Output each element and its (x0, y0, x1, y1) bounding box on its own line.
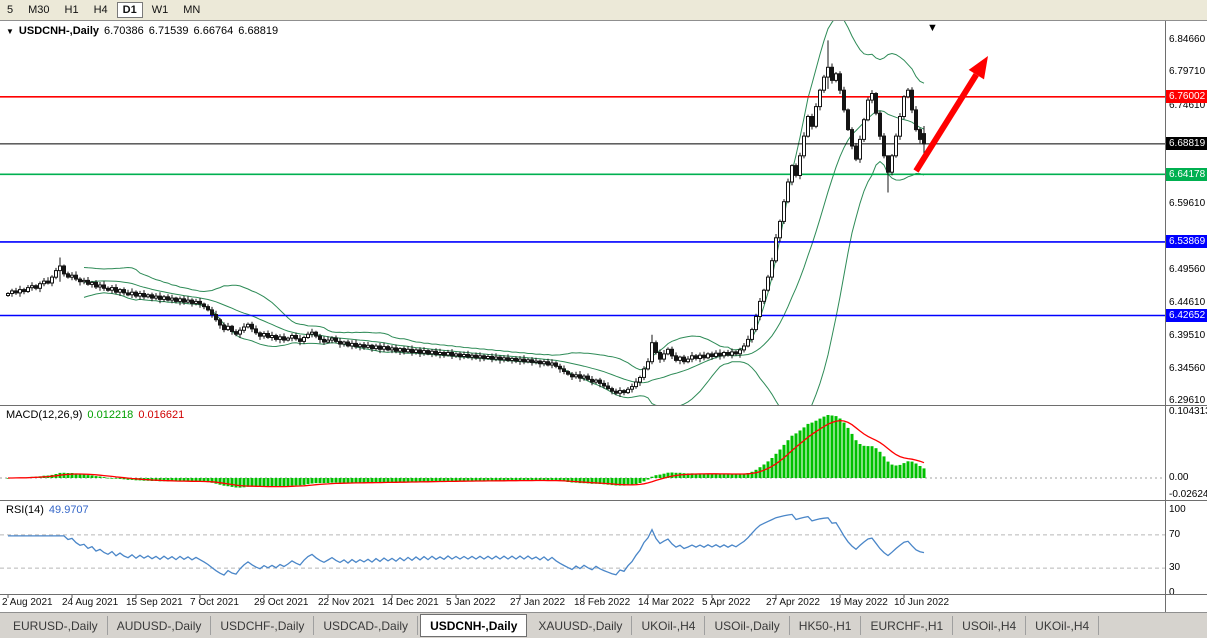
chart-tab-usdcnh-daily[interactable]: USDCNH-,Daily (420, 614, 528, 637)
panel-separator[interactable] (0, 405, 1207, 406)
timeframe-button-h1[interactable]: H1 (64, 4, 79, 16)
timeframe-button-h4[interactable]: H4 (93, 4, 108, 16)
panel-separator (0, 594, 1207, 595)
bollinger-middle-band (83, 110, 925, 384)
chart-tab-hk50-h1[interactable]: HK50-,H1 (790, 616, 862, 635)
chart-tab-audusd-daily[interactable]: AUDUSD-,Daily (108, 616, 212, 635)
macd-panel[interactable] (0, 415, 1165, 488)
panel-separator[interactable] (0, 500, 1207, 501)
price-axis-divider (1165, 21, 1166, 612)
timeframe-button-d1[interactable]: D1 (116, 2, 143, 18)
chart-tab-usoil-h4[interactable]: USOil-,H4 (953, 616, 1027, 635)
chart-tab-usdchf-daily[interactable]: USDCHF-,Daily (211, 616, 315, 635)
price-panel[interactable] (0, 16, 1165, 422)
chart-tab-xauusd-daily[interactable]: XAUUSD-,Daily (529, 616, 633, 635)
trend-arrow[interactable] (913, 56, 988, 173)
chart-tab-eurusd-daily[interactable]: EURUSD-,Daily (4, 616, 108, 635)
triangle-marker-icon[interactable]: ▼ (927, 22, 938, 34)
chart-tab-usdcad-daily[interactable]: USDCAD-,Daily (314, 616, 419, 635)
timeframe-button-mn[interactable]: MN (183, 4, 201, 16)
timeframe-button-m30[interactable]: M30 (28, 4, 50, 16)
chart-tabs-bar: EURUSD-,Daily AUDUSD-,Daily USDCHF-,Daily U… (0, 612, 1207, 638)
bollinger-upper-band (83, 21, 925, 371)
timeframe-button-w1[interactable]: W1 (151, 4, 169, 16)
timeframe-button-5[interactable]: 5 (7, 4, 14, 16)
macd-signal-line (8, 419, 925, 488)
chart-tab-ukoil-h4[interactable]: UKOil-,H4 (1026, 616, 1100, 635)
chart-tab-eurchf-h1[interactable]: EURCHF-,H1 (861, 616, 954, 635)
bollinger-lower-band (83, 160, 925, 405)
rsi-panel[interactable] (0, 513, 1165, 576)
chart-tab-usoil-daily[interactable]: USOil-,Daily (705, 616, 790, 635)
timeframe-toolbar: 5 M30 H1 H4 D1 W1 MN (0, 0, 1207, 21)
rsi-line (8, 513, 925, 576)
chart-tab-ukoil-h4[interactable]: UKOil-,H4 (632, 616, 706, 635)
